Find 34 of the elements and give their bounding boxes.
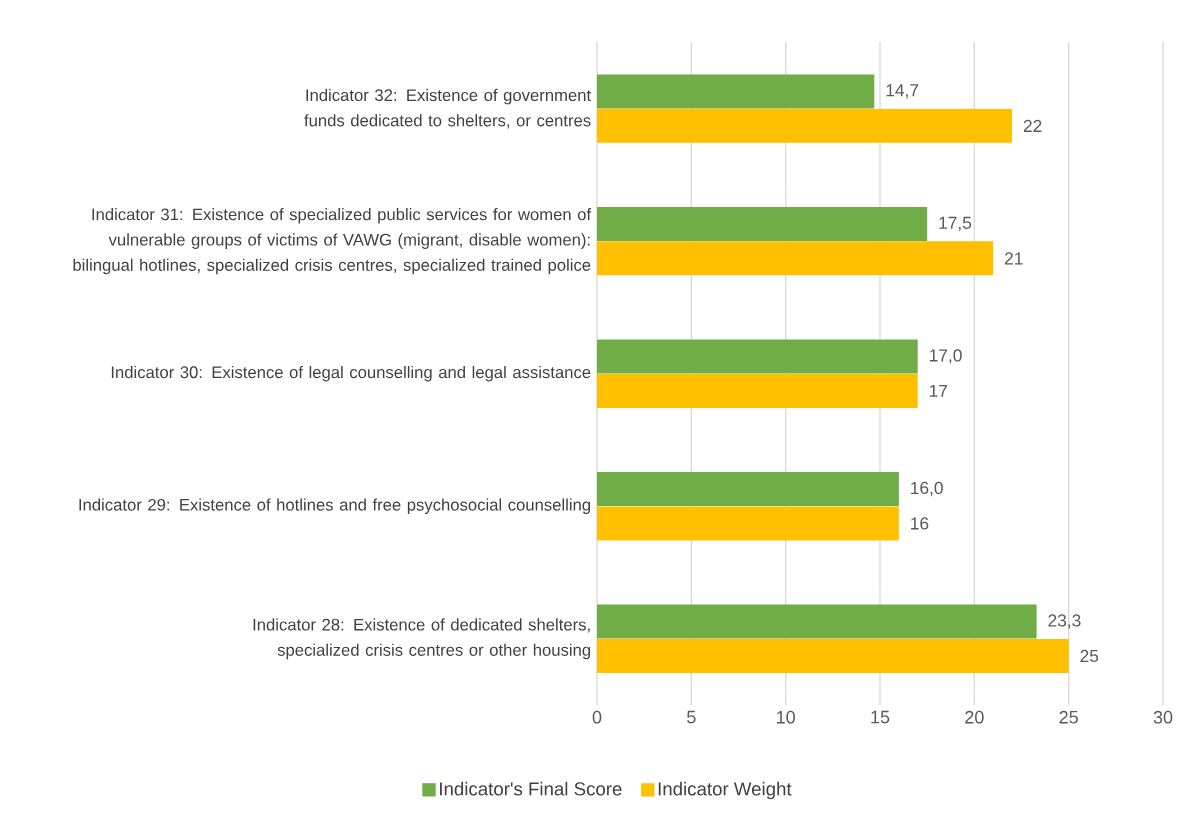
bar bbox=[597, 471, 899, 506]
bar bbox=[597, 206, 928, 241]
data-label: 16 bbox=[911, 517, 929, 530]
x-tick-label: 25 bbox=[1059, 710, 1078, 724]
data-label: 17,0 bbox=[929, 349, 962, 364]
data-label: 16,0 bbox=[911, 481, 943, 497]
bar bbox=[597, 604, 1037, 639]
data-label: 14,7 bbox=[886, 84, 919, 99]
data-label: 23,3 bbox=[1048, 614, 1081, 629]
y-tick-label: Indicator 30: Existence of legal counselling and legal assistance bbox=[111, 365, 591, 382]
bar bbox=[597, 339, 918, 374]
legend-label: Indicator Weight bbox=[658, 781, 792, 800]
y-tick-label: Indicator 28: Existence of dedicated shelters, specialized crisis centres or other housing bbox=[253, 618, 591, 660]
bar bbox=[597, 241, 994, 276]
data-label: 21 bbox=[1005, 252, 1023, 265]
x-tick-label: 5 bbox=[687, 710, 696, 724]
x-tick-label: 10 bbox=[777, 710, 795, 724]
legend-label: Indicator's Final Score bbox=[440, 781, 622, 796]
bar bbox=[597, 108, 1013, 143]
data-label: 17 bbox=[929, 384, 948, 397]
bar bbox=[597, 373, 918, 408]
y-tick-label: Indicator 29: Existence of hotlines and free psychosocial counselling bbox=[79, 498, 591, 514]
data-label: 17,5 bbox=[939, 216, 972, 231]
bar bbox=[597, 506, 899, 541]
data-label: 25 bbox=[1080, 649, 1099, 663]
bar bbox=[597, 74, 875, 109]
x-tick-label: 15 bbox=[871, 710, 890, 724]
y-tick-label: Indicator 32: Existence of government funds dedicated to shelters, or centres bbox=[304, 88, 592, 129]
y-tick-label: Indicator 31: Existence of specialized public services for women of vulnerable groups of victims of VAWG (migrant, disable women): bilingual hotlines, specialized crisis centres, specialized trained police bbox=[73, 208, 592, 275]
data-label: 22 bbox=[1023, 119, 1042, 132]
x-tick-label: 30 bbox=[1153, 710, 1173, 724]
bar bbox=[597, 638, 1069, 673]
x-tick-label: 0 bbox=[592, 710, 602, 724]
x-tick-label: 20 bbox=[965, 710, 984, 724]
